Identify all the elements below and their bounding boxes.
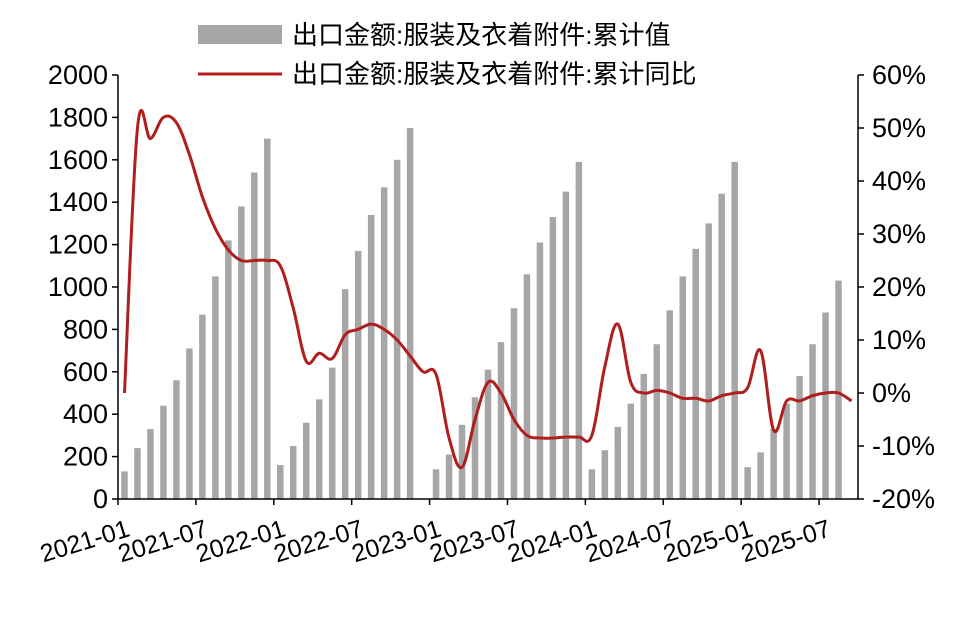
bar xyxy=(458,424,466,499)
bar xyxy=(341,289,349,499)
bar xyxy=(354,250,362,499)
bar xyxy=(588,469,596,499)
bar xyxy=(432,469,440,499)
legend-label-bar: 出口金额:服装及衣着附件:累计值 xyxy=(292,20,670,50)
bar xyxy=(601,450,609,499)
bar-series xyxy=(121,128,842,500)
y-right-tick-label: 40% xyxy=(872,166,926,196)
bar xyxy=(809,344,816,499)
bar xyxy=(536,242,544,500)
y-right-tick-label: 20% xyxy=(872,272,926,302)
x-axis-ticks: 2021-012021-072022-012022-072023-012023-… xyxy=(37,499,834,568)
bar xyxy=(315,399,323,499)
y-left-tick-label: 1600 xyxy=(48,145,108,175)
bar xyxy=(225,240,232,500)
bar xyxy=(731,161,738,500)
bar xyxy=(406,128,414,499)
bar xyxy=(147,429,154,499)
bar xyxy=(679,276,686,499)
bar xyxy=(744,467,751,499)
bar xyxy=(121,471,128,499)
legend: 出口金额:服装及衣着附件:累计值 出口金额:服装及衣着附件:累计同比 xyxy=(198,20,696,89)
bar xyxy=(653,344,661,499)
bar xyxy=(705,223,712,499)
bar xyxy=(199,314,206,499)
y-left-tick-label: 1400 xyxy=(48,187,108,217)
bar xyxy=(328,367,336,499)
bar xyxy=(380,187,388,500)
line-series-path xyxy=(122,108,853,470)
line-series xyxy=(122,108,853,470)
bar xyxy=(835,280,842,499)
bar xyxy=(640,373,648,499)
bar xyxy=(238,206,245,499)
bar xyxy=(718,193,725,499)
bar xyxy=(627,403,635,499)
y-left-tick-label: 400 xyxy=(63,399,108,429)
bar xyxy=(510,308,518,499)
y-left-tick-label: 1800 xyxy=(48,102,108,132)
y-left-tick-label: 2000 xyxy=(48,60,108,90)
bar xyxy=(264,138,271,499)
bar xyxy=(290,446,297,499)
bar xyxy=(367,214,375,500)
y-axis-right-ticks: -20% -10% 0% 10% 20% 30% 40% 50% 60% xyxy=(858,60,935,514)
y-right-tick-label: -10% xyxy=(872,431,935,461)
bar xyxy=(212,276,219,499)
bar xyxy=(822,312,829,499)
legend-swatch-bar xyxy=(198,25,282,44)
y-left-tick-label: 0 xyxy=(93,484,108,514)
bar xyxy=(549,217,557,500)
x-tick-label: 2025-07 xyxy=(738,515,834,569)
bar xyxy=(251,172,258,499)
y-right-tick-label: 0% xyxy=(872,378,911,408)
bar xyxy=(471,397,479,499)
y-left-tick-label: 600 xyxy=(63,357,108,387)
bar xyxy=(666,310,673,499)
bar xyxy=(692,248,699,499)
bar xyxy=(575,161,583,500)
bar xyxy=(445,454,453,499)
bar xyxy=(523,274,531,499)
bar xyxy=(783,403,790,499)
bar xyxy=(770,429,777,499)
y-right-tick-label: 30% xyxy=(872,219,926,249)
bar xyxy=(303,422,310,499)
bar xyxy=(497,342,505,499)
bar xyxy=(796,376,803,499)
bar xyxy=(277,465,284,499)
bar xyxy=(186,348,193,499)
bar xyxy=(160,405,167,499)
y-axis-left-ticks: 0 200 400 600 800 1000 1200 1400 1600 1800 2000 xyxy=(48,60,118,514)
y-left-tick-label: 800 xyxy=(63,314,108,344)
y-left-tick-label: 200 xyxy=(63,442,108,472)
bar xyxy=(173,380,180,499)
y-right-tick-label: 50% xyxy=(872,113,926,143)
y-right-tick-label: 10% xyxy=(872,325,926,355)
bar xyxy=(614,426,622,499)
bar xyxy=(484,369,492,499)
legend-label-line: 出口金额:服装及衣着附件:累计同比 xyxy=(292,59,696,89)
bar xyxy=(393,159,401,500)
y-right-tick-label: -20% xyxy=(872,484,935,514)
y-left-tick-label: 1200 xyxy=(48,230,108,260)
bar xyxy=(562,191,570,499)
y-left-tick-label: 1000 xyxy=(48,272,108,302)
bar xyxy=(134,448,141,499)
bar xyxy=(757,452,764,499)
y-right-tick-label: 60% xyxy=(872,60,926,90)
